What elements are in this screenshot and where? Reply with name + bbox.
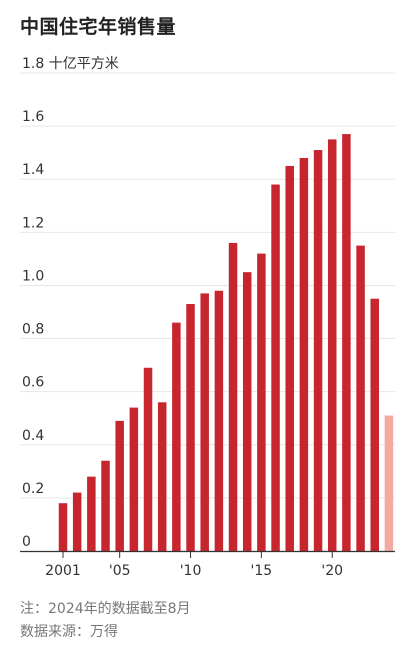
y-tick-label: 1.8 十亿平方米 <box>22 56 119 72</box>
y-tick-label: 0.4 <box>22 428 44 444</box>
x-axis <box>20 550 395 558</box>
bar-2004 <box>101 460 110 551</box>
bar-2021 <box>342 134 351 552</box>
bar-2001 <box>58 503 68 551</box>
bar-2006 <box>129 407 139 551</box>
y-tick-label: 1.4 <box>22 162 44 178</box>
bar-2005 <box>115 420 124 551</box>
x-axis-tick-labels: 2001 '05 '10 '15 '20 <box>45 563 343 579</box>
y-tick-label: 0 <box>22 534 31 550</box>
bar-2022 <box>356 245 365 551</box>
bar-2003 <box>87 476 96 551</box>
bar-2014 <box>242 272 252 551</box>
bar-chart: 0 0.2 0.4 0.6 0.8 1.0 1.2 1.4 1.6 1.8 十亿平方米 2001 '… <box>20 56 395 579</box>
bar-2017 <box>285 165 294 551</box>
bar-2024 <box>384 415 394 551</box>
chart-title: 中国住宅年销售量 <box>20 16 177 38</box>
y-tick-label: 1.6 <box>22 109 44 125</box>
y-axis-unit-label: 十亿平方米 <box>49 56 119 72</box>
footnote: 注：2024年的数据截至8月 <box>20 601 191 617</box>
y-tick-label: 0.8 <box>22 322 44 338</box>
bar-2018 <box>299 157 309 551</box>
bar-2010 <box>186 304 195 551</box>
bar-2008 <box>157 402 167 551</box>
y-tick-label: 1.0 <box>22 268 44 284</box>
bar-2019 <box>313 150 323 551</box>
bars <box>58 134 394 552</box>
x-tick-label: '20 <box>321 563 343 579</box>
bar-2016 <box>271 184 280 552</box>
bar-2009 <box>172 322 181 551</box>
bar-2012 <box>214 290 224 551</box>
y-tick-label: 0.2 <box>22 481 44 497</box>
bar-2011 <box>200 293 209 551</box>
bar-2007 <box>143 367 153 551</box>
y-tick-label: 0.6 <box>22 375 44 391</box>
bar-2023 <box>370 298 379 551</box>
source-note: 数据来源：万得 <box>20 624 118 640</box>
y-axis-tick-labels: 0 0.2 0.4 0.6 0.8 1.0 1.2 1.4 1.6 1.8 十亿平方米 <box>22 56 119 550</box>
x-tick-label: '10 <box>180 563 202 579</box>
x-tick-label: '15 <box>251 563 273 579</box>
bar-2020 <box>327 139 337 551</box>
bar-2013 <box>228 242 238 551</box>
bar-2002 <box>72 492 82 551</box>
bar-2015 <box>257 253 266 552</box>
x-tick-label: 2001 <box>45 563 81 579</box>
x-tick-label: '05 <box>109 563 131 579</box>
y-tick-label: 1.2 <box>22 215 44 231</box>
